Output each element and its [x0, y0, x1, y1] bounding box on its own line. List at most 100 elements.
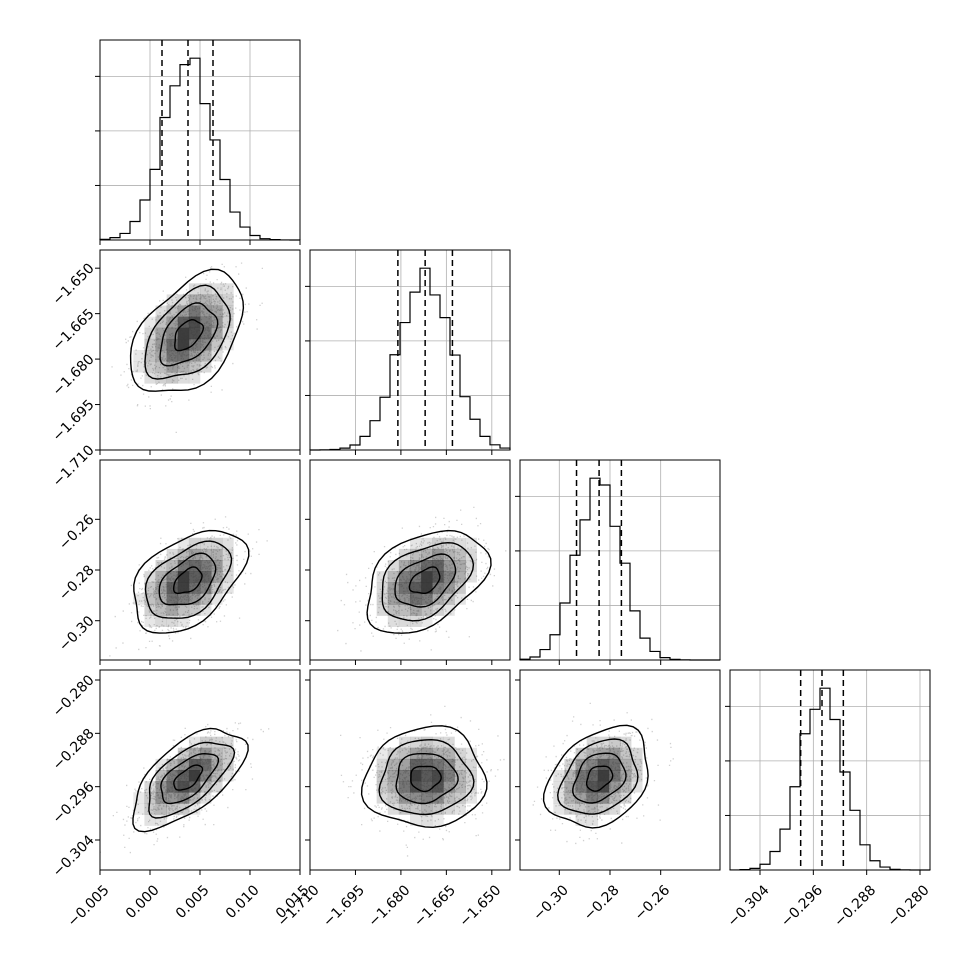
density-cell [177, 305, 190, 317]
density-cell [222, 758, 234, 771]
density-cell [188, 294, 201, 306]
density-cell [200, 305, 212, 317]
density-cell [188, 593, 201, 605]
y-tick-label: −1.710 [50, 442, 98, 490]
density-cell [211, 283, 223, 295]
y-tick-label: −0.296 [50, 779, 98, 827]
density-cell [586, 814, 599, 826]
density-cell [398, 781, 411, 793]
density-cell [166, 593, 179, 605]
density-cell [443, 747, 455, 760]
contour-2 [378, 738, 475, 816]
density-cell [177, 294, 190, 306]
scatter-points [337, 506, 507, 652]
density-cell [188, 316, 201, 329]
scatter-panel-p1-p3 [305, 669, 511, 871]
density-cell [211, 747, 223, 760]
density-cell [398, 604, 411, 616]
density-cell [421, 537, 433, 550]
density-cell [211, 736, 223, 749]
density-cell [188, 781, 201, 793]
density-cell [133, 593, 145, 605]
density-cell [222, 747, 234, 760]
x-tick-label: −0.296 [778, 882, 826, 930]
contour-2 [148, 741, 236, 819]
density-cell [144, 593, 156, 605]
density-cell [620, 747, 632, 760]
density-cell [166, 604, 179, 616]
x-tick-label: −0.26 [632, 882, 674, 924]
density-cell [166, 294, 179, 306]
density-cell [144, 571, 156, 583]
density-cell [200, 283, 212, 295]
density-cell [631, 770, 643, 782]
density-cell [222, 736, 234, 749]
density-cell [454, 537, 466, 550]
density-cell [443, 770, 455, 782]
density-cell [421, 593, 433, 605]
density-cell [177, 571, 190, 583]
density-cell [144, 814, 156, 826]
density-cell [443, 792, 455, 804]
density-cell [454, 571, 466, 583]
density-cell [211, 305, 223, 317]
density-cell [410, 814, 422, 826]
panel-content [111, 262, 263, 433]
panel-content [532, 702, 674, 845]
density-cell [177, 560, 190, 572]
density-cell [421, 604, 433, 616]
density-cell [177, 770, 190, 782]
density-cell [398, 560, 411, 572]
contour-3 [129, 268, 245, 392]
density-cell [443, 582, 455, 594]
density-cell [465, 571, 477, 583]
density-cell [155, 361, 167, 373]
contour-1 [160, 752, 220, 805]
density-cell [398, 593, 411, 605]
density-cell [177, 548, 190, 561]
density-cell [222, 338, 234, 351]
density-cell [443, 736, 455, 749]
x-axis-p2: −0.30 −0.28 −0.26 [530, 870, 673, 924]
density-cell [597, 792, 610, 804]
density-cell [376, 571, 389, 583]
density-cell [200, 537, 212, 550]
density-cell [465, 770, 477, 782]
density-cell [608, 770, 621, 782]
density-cell [432, 736, 444, 749]
density-cell [133, 350, 145, 362]
histogram-panel-p3 [725, 669, 931, 871]
density-cell [432, 560, 444, 572]
density-cell [376, 758, 389, 771]
density-cell [631, 781, 643, 793]
x-axis-p1: −1.710−1.695−1.680−1.665−1.650 [275, 870, 504, 930]
density-cell [553, 792, 565, 804]
contour-0 [174, 318, 205, 352]
density-cell [564, 792, 576, 804]
density-cell [398, 758, 411, 771]
density-cell [421, 814, 433, 826]
density-cell [144, 316, 156, 329]
panel-content [100, 722, 270, 854]
contour-3 [366, 529, 492, 634]
density-cell [155, 372, 167, 384]
density-cell [177, 350, 190, 362]
density-cell [575, 758, 587, 771]
density-cell [376, 781, 389, 793]
scatter-panel-p0-p2 [99, 459, 301, 665]
density-cell [188, 571, 201, 583]
density-cell [620, 758, 632, 771]
density-cell [398, 582, 411, 594]
scatter-panel-p2-p3 [515, 669, 721, 871]
density-cell [443, 781, 455, 793]
density-cell [410, 571, 422, 583]
density-cell [432, 571, 444, 583]
density-cell [177, 615, 190, 627]
density-cell [177, 747, 190, 760]
density-cell [376, 770, 389, 782]
x-tick-label: −0.280 [885, 882, 933, 930]
contour-0 [585, 765, 614, 792]
density-cell [597, 770, 610, 782]
contour-1 [394, 553, 457, 608]
density-cell [166, 770, 179, 782]
